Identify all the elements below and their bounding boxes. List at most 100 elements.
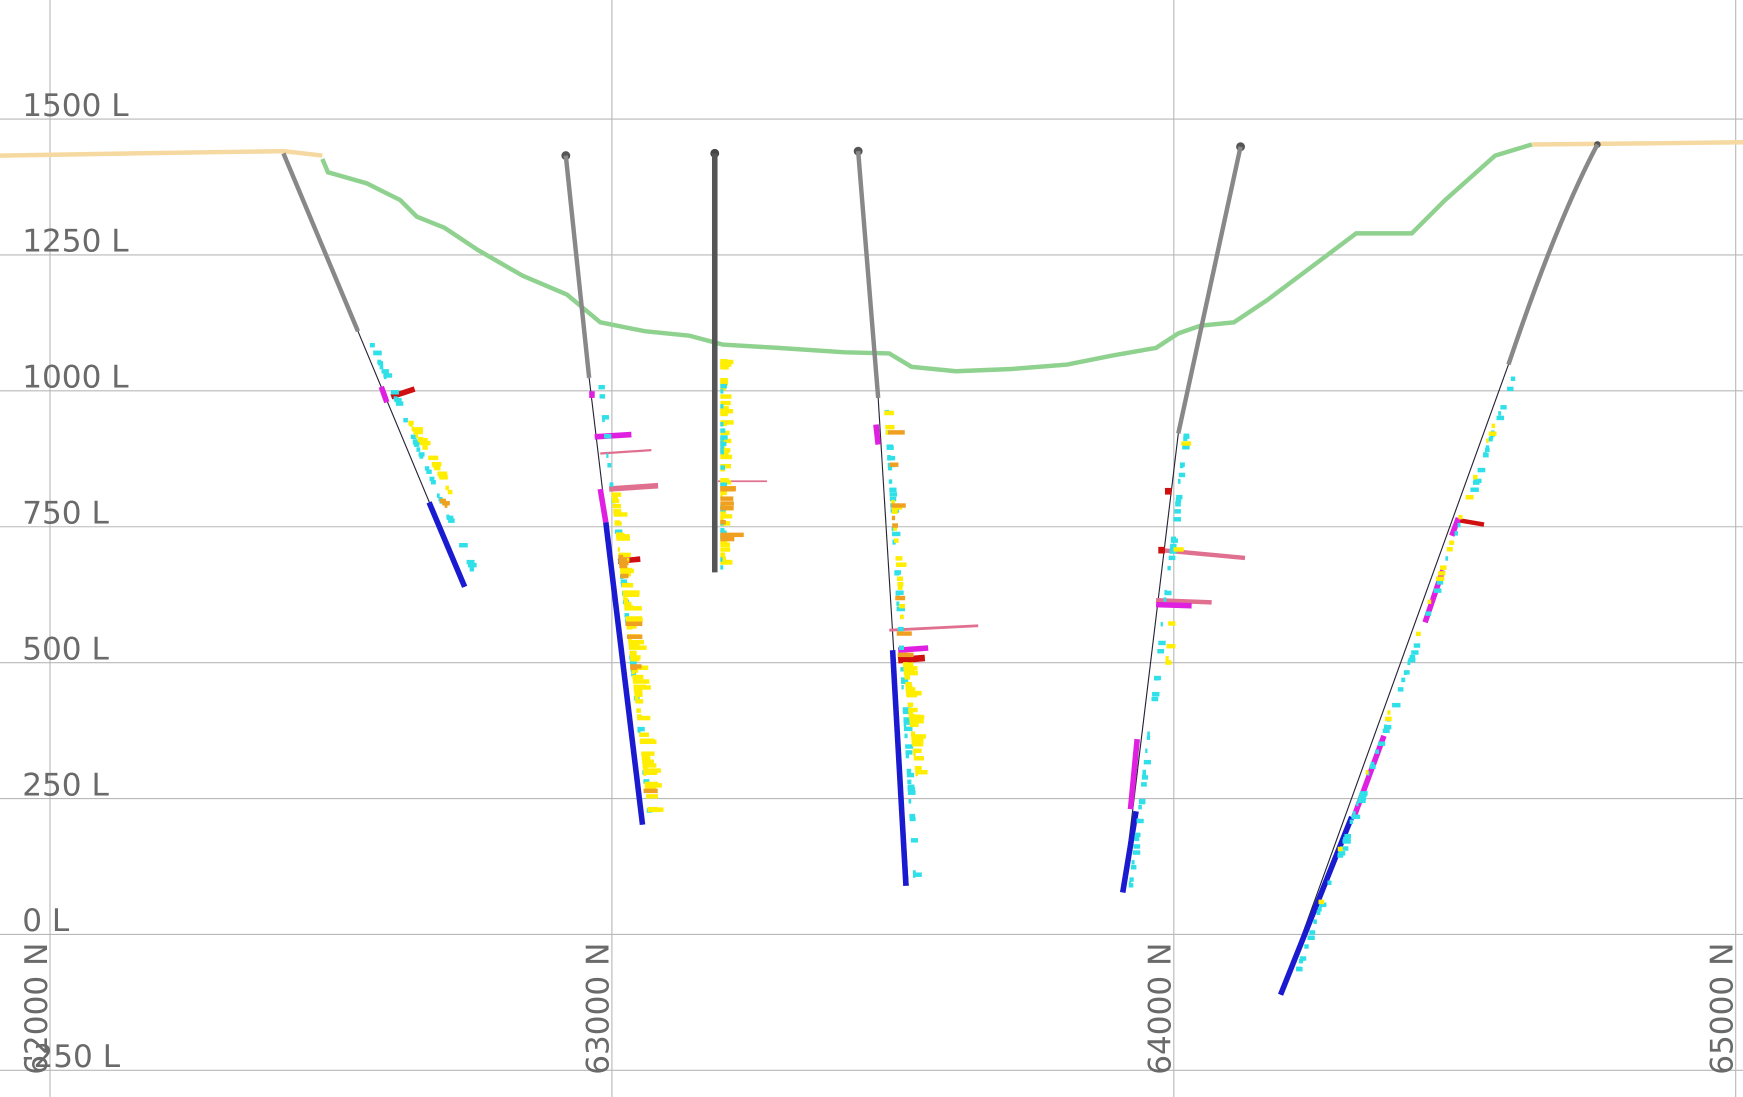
assay-bar [720, 365, 729, 370]
assay-bar [1132, 850, 1141, 855]
hole-collar-trace [281, 152, 360, 333]
assay-bar [1173, 517, 1181, 522]
assay-bar [411, 427, 423, 432]
assay-bar [628, 642, 631, 648]
assay-bar [903, 720, 913, 725]
assay-bar [1433, 588, 1442, 593]
assay-bar [720, 454, 733, 460]
assay-bar [904, 675, 911, 680]
assay-bar [1160, 621, 1163, 627]
assay-bar [622, 590, 640, 595]
assay-bar [434, 465, 441, 471]
assay-bar [445, 485, 449, 491]
assay-bar [633, 684, 647, 690]
assay-bar [720, 557, 723, 562]
assay-bar [1470, 487, 1479, 492]
assay-bar [911, 739, 916, 745]
assay-bar [720, 542, 730, 547]
assay-bar [720, 536, 735, 542]
assay-bar [912, 742, 924, 747]
assay-bar [886, 445, 894, 450]
assay-bar [467, 562, 477, 568]
assay-bar [631, 668, 639, 673]
assay-bar [628, 644, 634, 649]
assay-bar [720, 408, 731, 414]
assay-bar [894, 538, 899, 543]
assay-bar [906, 772, 915, 778]
assay-bar [430, 479, 436, 485]
assay-bar [1151, 696, 1159, 702]
assay-bar [891, 531, 901, 537]
hole-collar-trace [1176, 146, 1243, 434]
pit-surface [320, 142, 1533, 374]
assay-bar [426, 469, 432, 474]
assay-bar [897, 576, 903, 581]
assay-bar [1500, 405, 1507, 410]
assay-bar [1167, 565, 1171, 571]
assay-bar [720, 389, 724, 394]
assay-bar [909, 816, 916, 822]
assay-bar [395, 401, 404, 406]
assay-bar [1318, 899, 1325, 905]
assay-bar [720, 411, 728, 417]
assay-bar [602, 417, 605, 423]
assay-bar [1138, 804, 1142, 810]
hole-zone [889, 624, 979, 632]
assay-bar [1130, 865, 1137, 870]
assay-bar [1164, 590, 1172, 596]
assay-bar [644, 783, 653, 789]
assay-bar [381, 369, 389, 374]
assay-bar [1174, 509, 1181, 514]
hole-zone [390, 386, 416, 400]
assay-bar [913, 872, 922, 877]
assay-bar [620, 579, 627, 584]
assay-bar [416, 447, 421, 452]
assay-bar [419, 440, 431, 446]
assay-bar [720, 438, 732, 444]
assay-bar [1296, 966, 1303, 972]
assay-bar [1446, 547, 1453, 552]
assay-bar [720, 359, 734, 365]
assay-bar [442, 501, 450, 506]
assay-bar [903, 722, 907, 728]
assay-bar [1484, 447, 1490, 453]
assay-bar [891, 499, 895, 505]
hole-trace [1122, 433, 1179, 893]
assay-bar [1173, 547, 1184, 552]
hole-collar-trace [563, 155, 592, 379]
y-tick-label: 1000 L [22, 360, 129, 396]
assay-bar [720, 406, 729, 411]
assay-bar [888, 479, 893, 484]
assay-bar [720, 496, 734, 501]
assay-bar [1413, 643, 1421, 648]
assay-bar [720, 528, 725, 533]
assay-bar [1158, 640, 1166, 646]
drill-section [0, 140, 1743, 996]
assay-bar [913, 751, 916, 756]
assay-bar [915, 771, 918, 777]
assay-bar [899, 645, 905, 650]
assay-bar [720, 560, 733, 565]
assay-bar [909, 813, 916, 819]
assay-bar [629, 660, 637, 665]
topography [0, 148, 323, 158]
assay-bar [1407, 660, 1411, 666]
assay-bar [891, 526, 895, 531]
assay-bar [884, 410, 894, 416]
assay-bar [403, 417, 408, 423]
assay-bar [720, 463, 731, 469]
assay-bar [611, 492, 622, 497]
assay-bar [895, 556, 903, 561]
assay-bar [1436, 580, 1444, 585]
assay-bar [459, 543, 468, 548]
assay-bar [905, 685, 913, 690]
assay-bar [1170, 538, 1179, 543]
assay-bar [720, 509, 727, 515]
assay-bar [1309, 930, 1316, 935]
assay-bar [1136, 818, 1144, 824]
assay-bar [1165, 660, 1172, 665]
assay-bar [895, 591, 900, 596]
assay-bar [907, 787, 916, 792]
